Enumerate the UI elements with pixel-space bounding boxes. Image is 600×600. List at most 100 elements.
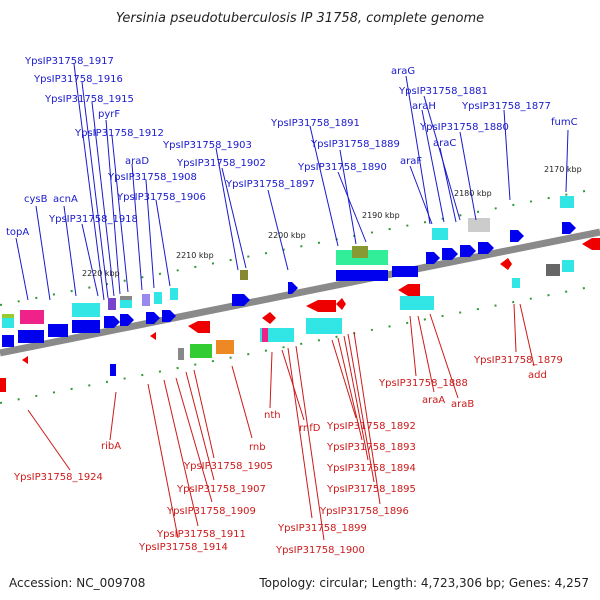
gene-label: araC [433,138,456,149]
reverse-feature-green [190,344,212,358]
forward-arrow [162,310,176,322]
gene-label: YpsIP31758_1906 [116,192,206,203]
gene-label: YpsIP31758_1917 [24,56,114,67]
topology-text: Topology: circular; Length: 4,723,306 bp… [258,576,589,590]
gene-label: cysB [24,194,48,205]
forward-cds [336,270,388,281]
gene-label: ribA [101,441,121,452]
map-title: Yersinia pseudotuberculosis IP 31758, co… [116,11,484,26]
forward-arrow [562,222,576,234]
gene-label: YpsIP31758_1888 [378,378,468,389]
kbp-label: 2180 kbp [454,189,492,198]
forward-feature-olive [352,246,368,258]
reverse-cds [0,378,6,392]
gene-label: YpsIP31758_1911 [156,529,246,540]
forward-arrow [104,316,120,328]
gene-label: araH [412,101,436,112]
forward-features [2,196,576,347]
forward-feature-lime [2,314,14,318]
forward-feature-purple [108,298,116,310]
reverse-feature-cyan [562,260,574,272]
accession-text: Accession: NC_009708 [9,576,145,590]
gene-label: YpsIP31758_1879 [473,355,563,366]
reverse-arrow [22,356,28,364]
forward-cds [110,364,116,376]
gene-label: YpsIP31758_1918 [48,214,138,225]
gene-label: araF [400,156,422,167]
reverse-arrow [306,300,336,312]
gene-label: YpsIP31758_1905 [183,461,273,472]
forward-cds [392,266,418,277]
kbp-label: 2220 kbp [82,269,120,278]
forward-labels: YpsIP31758_1917 YpsIP31758_1916 YpsIP317… [6,56,578,238]
gene-label: YpsIP31758_1881 [398,86,488,97]
reverse-feature-gray [546,264,560,276]
gene-label: YpsIP31758_1896 [319,506,409,517]
forward-arrow [460,245,476,257]
reverse-arrow [336,298,346,310]
reverse-arrow [398,284,420,296]
gene-label: YpsIP31758_1895 [326,484,416,495]
gene-label: YpsIP31758_1915 [44,94,134,105]
gene-label: YpsIP31758_1877 [461,101,551,112]
gene-label: YpsIP31758_1899 [277,523,367,534]
gene-label: fumC [551,117,578,128]
reverse-arrow [582,238,600,250]
forward-leader-lines [15,63,569,301]
forward-feature-cyan [170,288,178,300]
gene-label: araB [451,399,474,410]
forward-feature-gray [120,296,132,300]
kbp-label: 2170 kbp [544,165,582,174]
gene-label: YpsIP31758_1894 [326,463,416,474]
reverse-feature-cyan [512,278,520,288]
reverse-feature-cyan [306,318,342,334]
reverse-arrow [262,312,276,324]
gene-label: pyrF [98,109,120,120]
reverse-arrow [150,332,156,340]
gene-label: nth [264,410,281,421]
reverse-arrow [188,321,210,333]
gene-label: YpsIP31758_1907 [176,484,266,495]
gene-label: araD [125,156,149,167]
gene-label: YpsIP31758_1890 [297,162,387,173]
forward-feature-cyan [2,316,14,328]
gene-label: rnfD [299,423,321,434]
gene-label: YpsIP31758_1897 [225,179,315,190]
gene-label: YpsIP31758_1908 [107,172,197,183]
forward-feature-cyan [560,196,574,208]
gene-label: topA [6,227,29,238]
gene-label: YpsIP31758_1900 [275,545,365,556]
genome-backbone [0,228,600,357]
forward-arrow [442,248,458,260]
kbp-label: 2200 kbp [268,231,306,240]
forward-cds [48,324,68,337]
reverse-feature-gray [178,348,184,360]
forward-cds [18,330,44,343]
reverse-feature-cyan [400,296,434,310]
reverse-feature-cyan [260,328,294,342]
gene-label: YpsIP31758_1909 [166,506,256,517]
reverse-features [0,238,600,392]
gene-label: YpsIP31758_1891 [270,118,360,129]
forward-arrow [426,252,440,264]
gene-label: rnb [249,442,266,453]
reverse-arrow [500,258,512,270]
gene-label: YpsIP31758_1916 [33,74,123,85]
forward-arrow [146,312,160,324]
forward-feature-magenta [20,310,44,324]
forward-arrow [288,282,298,294]
gene-label: YpsIP31758_1914 [138,542,228,553]
gene-label: YpsIP31758_1902 [176,158,266,169]
forward-feature-light [468,218,490,232]
forward-arrow [232,294,250,306]
forward-feature-cyan [154,292,162,304]
forward-feature-cyan [72,303,100,317]
gene-label: YpsIP31758_1892 [326,421,416,432]
kbp-label: 2210 kbp [176,251,214,260]
gene-label: add [528,370,547,381]
gene-label: YpsIP31758_1893 [326,442,416,453]
forward-arrow [510,230,524,242]
forward-cds [2,335,14,347]
